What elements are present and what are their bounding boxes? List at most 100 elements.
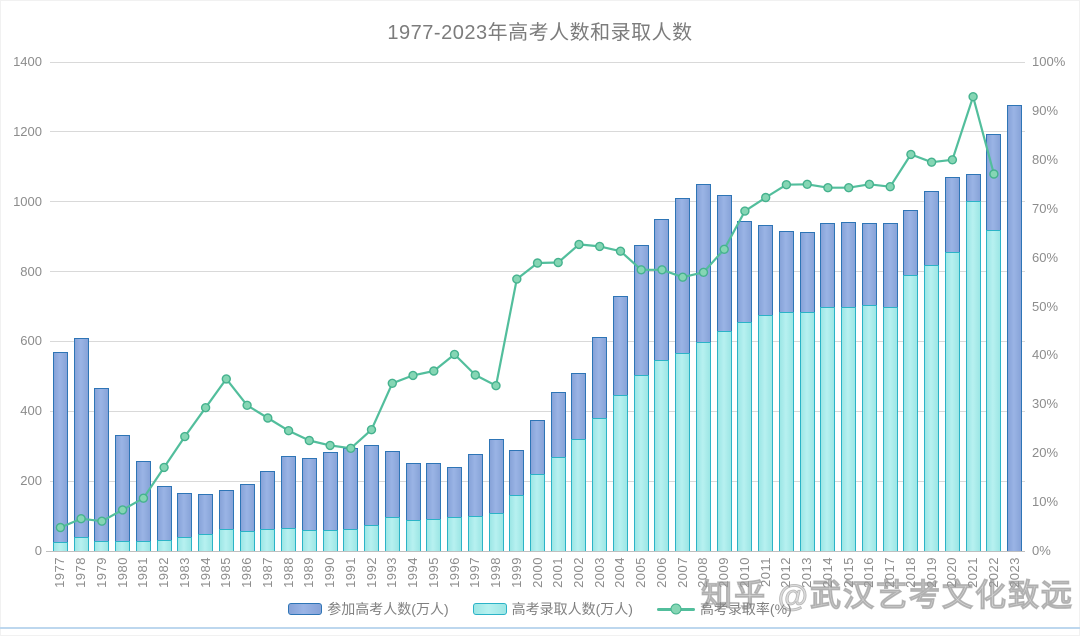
rate-point [283, 426, 294, 436]
x-axis-label: 2001 [550, 557, 566, 588]
y-axis-left-tick: 400 [20, 403, 42, 419]
x-axis-label: 2003 [591, 557, 607, 588]
x-axis-label: 1978 [73, 557, 89, 588]
rate-point [989, 169, 999, 179]
x-axis-label: 1981 [135, 557, 151, 588]
x-axis-label: 2000 [529, 557, 545, 588]
bar-admitted [135, 541, 151, 551]
x-axis-label: 2004 [612, 557, 628, 588]
bar-participants [1007, 104, 1023, 551]
bar-admitted [695, 341, 711, 551]
gridline [50, 201, 1025, 203]
rate-point [968, 92, 978, 102]
x-axis-label: 2007 [674, 557, 690, 588]
y-axis-left-tick: 1000 [13, 193, 42, 209]
legend: 参加高考人数(万人) 高考录取人数(万人) 高考录取率(%) [0, 599, 1080, 619]
rate-point [263, 413, 273, 423]
bar-admitted [571, 439, 587, 551]
watermark: 知乎 @武汉艺考文化致远 [701, 578, 1074, 614]
bar-participants [322, 452, 338, 551]
y-axis-left-tick: 1400 [13, 54, 42, 69]
rate-point [242, 400, 252, 410]
bar-admitted [612, 394, 628, 551]
x-axis-label: 2002 [570, 557, 586, 588]
legend-item: 高考录取率(%) [656, 599, 792, 619]
rate-point [657, 265, 667, 275]
plot-area [46, 61, 1025, 552]
rate-point [844, 182, 854, 193]
x-axis-label: 1992 [363, 557, 379, 588]
rate-point [947, 155, 958, 165]
y-axis-right-tick: 90% [1032, 102, 1059, 118]
bar-admitted [426, 518, 442, 551]
bar-admitted [903, 274, 919, 551]
bar-participants [94, 387, 110, 551]
gridline [50, 340, 1025, 342]
legend-item: 高考录取人数(万人) [472, 599, 633, 619]
x-axis-label: 1980 [114, 557, 130, 588]
x-axis-label: 1985 [218, 557, 234, 588]
x-axis-label: 1979 [93, 557, 109, 588]
rate-point [117, 505, 128, 515]
rate-point [97, 516, 107, 526]
legend-swatch [288, 603, 323, 615]
bar-participants [364, 445, 380, 551]
bar-admitted [633, 374, 649, 551]
rate-point [304, 435, 314, 446]
rate-point [574, 239, 584, 250]
rate-point [906, 149, 916, 160]
gridline [50, 271, 1025, 273]
x-axis-label: 2005 [633, 557, 649, 588]
rate-point [429, 366, 439, 376]
bar-admitted [343, 529, 359, 551]
rate-point [346, 443, 356, 453]
bar-admitted [924, 264, 940, 551]
rate-point [636, 265, 646, 275]
bottom-divider [0, 627, 1080, 629]
x-axis-label: 1977 [52, 557, 68, 588]
rate-point [615, 246, 626, 256]
bar-admitted [73, 537, 89, 551]
y-axis-right-tick: 10% [1032, 494, 1059, 510]
x-axis-label: 2006 [653, 557, 669, 588]
bar-admitted [384, 516, 400, 551]
rate-point [740, 206, 750, 216]
y-axis-left-tick: 200 [20, 473, 42, 489]
x-axis-label: 1984 [197, 557, 213, 588]
bar-admitted [675, 353, 691, 551]
legend-item: 参加高考人数(万人) [288, 599, 449, 619]
y-axis-right-tick: 60% [1032, 249, 1059, 265]
legend-label: 高考录取人数(万人) [511, 601, 633, 617]
rate-point [470, 370, 480, 380]
bar-admitted [239, 531, 255, 551]
bar-admitted [530, 473, 545, 551]
rate-point [76, 514, 86, 524]
bar-admitted [156, 539, 172, 551]
rate-point [761, 192, 771, 203]
bar-participants [73, 337, 89, 551]
bar-admitted [882, 306, 898, 551]
bar-participants [177, 492, 193, 551]
rate-point [221, 374, 232, 384]
rate-point [512, 274, 522, 284]
x-axis-label: 1983 [176, 557, 192, 588]
x-axis-label: 1989 [301, 557, 317, 588]
x-axis-label: 1986 [239, 557, 255, 588]
bar-admitted [965, 201, 981, 551]
bar-admitted [467, 516, 483, 551]
bar-admitted [52, 541, 68, 551]
bar-admitted [447, 517, 463, 551]
y-axis-right-tick: 70% [1032, 200, 1059, 216]
chart-title: 1977-2023年高考人数和录取人数 [387, 22, 693, 44]
legend-label: 参加高考人数(万人) [327, 601, 449, 617]
y-axis-right-tick: 30% [1032, 396, 1059, 412]
bar-participants [52, 351, 68, 551]
rate-point [864, 179, 875, 190]
x-axis-label: 1982 [156, 557, 172, 588]
bar-admitted [986, 229, 1002, 551]
x-axis-label: 1987 [259, 557, 275, 588]
x-axis-label: 1993 [384, 557, 400, 588]
y-axis-right-tick: 40% [1032, 347, 1059, 363]
legend-line-marker [670, 603, 682, 615]
bar-admitted [218, 529, 234, 551]
